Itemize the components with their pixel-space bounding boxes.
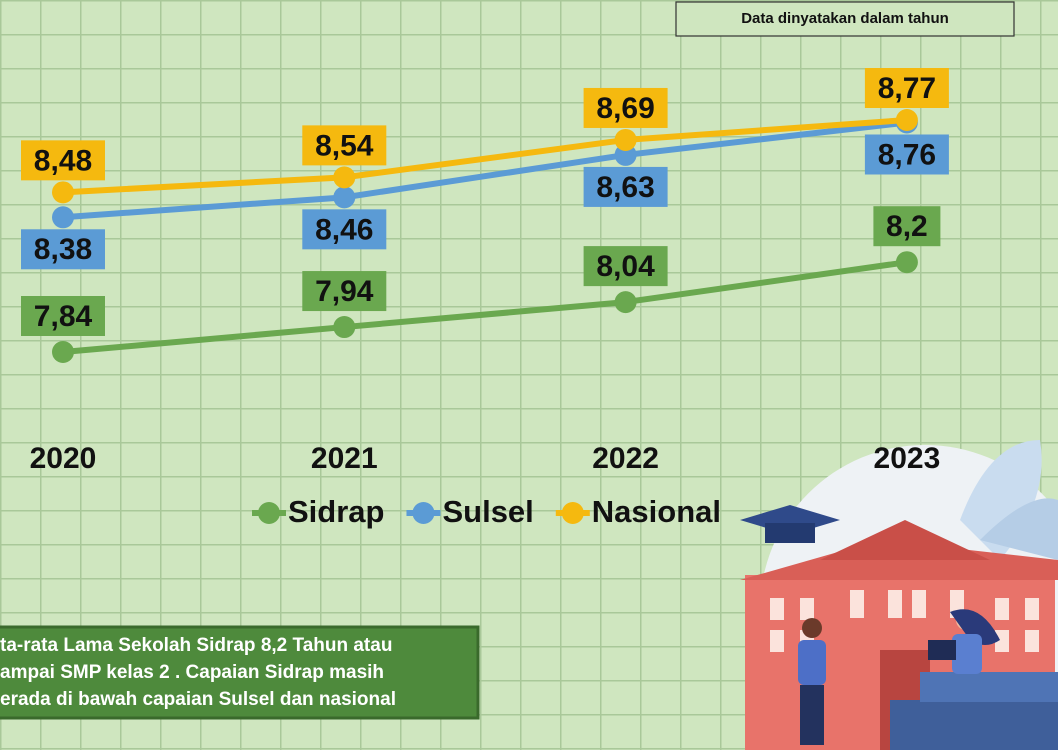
point (333, 166, 356, 189)
x-tick-label: 2023 (874, 442, 941, 475)
legend-marker (258, 502, 280, 524)
person-body (798, 640, 826, 685)
value-label: 8,69 (596, 92, 654, 125)
value-label-box (21, 296, 105, 336)
value-label: 8,54 (315, 129, 374, 162)
value-label-box (21, 229, 105, 270)
point (895, 251, 918, 274)
legend-marker (412, 502, 435, 524)
note-box (0, 625, 480, 720)
value-label: 8,38 (34, 233, 92, 266)
point (52, 181, 74, 204)
value-label-box (583, 246, 668, 287)
point (333, 186, 356, 209)
value-label-box (583, 166, 668, 207)
note-text: ampai SMP kelas 2 . Capaian Sidrap masih (0, 662, 384, 683)
person-legs (800, 685, 824, 745)
subtitle: Data dinyatakan dalam tahun (741, 10, 949, 27)
person-body (952, 634, 982, 674)
value-label: 8,2 (886, 210, 928, 243)
legend-label: Nasional (592, 494, 721, 529)
value-label: 8,77 (878, 72, 936, 105)
value-label-box (302, 271, 387, 312)
note-text: erada di bawah capaian Sulsel dan nasion… (0, 689, 396, 710)
value-label: 8,46 (315, 213, 373, 246)
value-label: 8,04 (596, 250, 655, 283)
legend-marker (561, 502, 584, 524)
books (890, 700, 1058, 750)
note-text: ta-rata Lama Sekolah Sidrap 8,2 Tahun at… (0, 635, 392, 656)
illustration (740, 440, 1058, 750)
value-label-box (302, 209, 387, 250)
point (52, 341, 74, 363)
pediment (820, 520, 990, 560)
books (920, 672, 1058, 702)
leaf (980, 498, 1058, 560)
point (895, 109, 918, 131)
value-label: 7,84 (34, 300, 93, 333)
line (60, 117, 910, 196)
laptop (928, 640, 956, 660)
legend-label: Sulsel (442, 494, 533, 529)
point (614, 128, 637, 151)
value-label: 8,48 (34, 144, 92, 177)
value-label-box (864, 134, 949, 175)
x-tick-label: 2020 (30, 442, 97, 475)
value-label-box (864, 68, 949, 108)
point (52, 206, 74, 229)
legend-label: Sidrap (288, 494, 384, 529)
grad-cap-base (765, 523, 815, 543)
subtitle-box (675, 1, 1015, 37)
value-label: 7,94 (315, 275, 374, 308)
value-label-box (873, 206, 941, 247)
person-head (802, 618, 822, 638)
value-label-box (583, 87, 668, 128)
person-hair (950, 609, 1000, 645)
line (60, 119, 910, 221)
value-label-box (302, 125, 387, 166)
x-tick-label: 2022 (592, 442, 659, 475)
line (60, 259, 910, 355)
value-label-box (21, 140, 105, 181)
point (333, 316, 356, 339)
value-label: 8,63 (596, 171, 654, 204)
value-label: 8,76 (878, 138, 936, 171)
point (614, 291, 637, 314)
x-tick-label: 2021 (311, 442, 378, 475)
